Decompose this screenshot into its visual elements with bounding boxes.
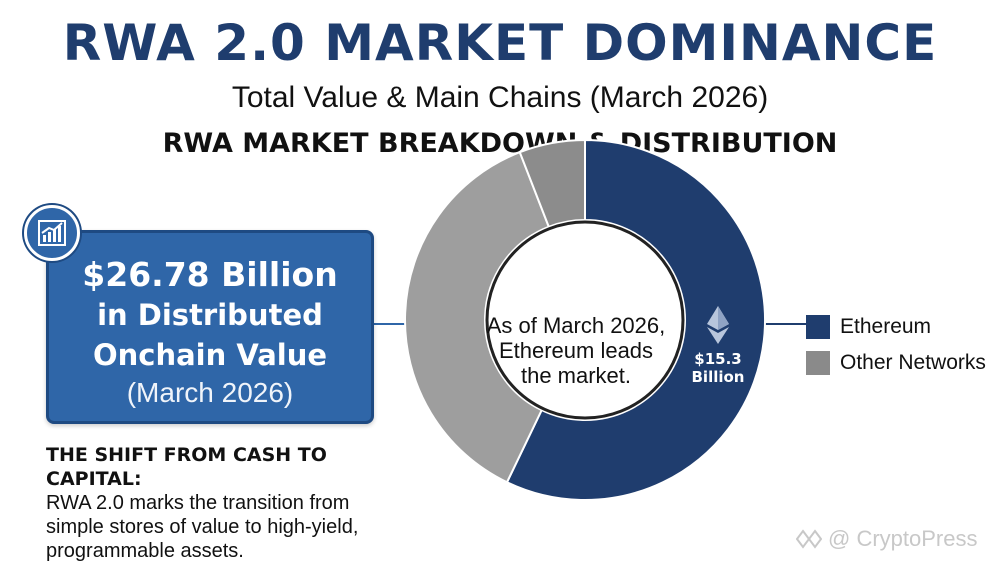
- donut-slice-other-networks-2: [518, 138, 586, 229]
- chart-legend: Ethereum Other Networks: [806, 309, 986, 381]
- note-body-line2: simple stores of value to high-yield,: [46, 516, 359, 538]
- total-value-box: $26.78 Billion in Distributed Onchain Va…: [46, 230, 374, 424]
- brand-diamond-icon: [796, 529, 822, 549]
- center-text-line1: As of March 2026,: [486, 313, 666, 338]
- donut-slice-ethereum: [505, 138, 766, 501]
- slice-label-value: $15.3: [694, 350, 742, 368]
- chart-growth-icon: [24, 205, 80, 261]
- donut-chart: [404, 138, 766, 501]
- legend-item-ethereum: Ethereum: [806, 309, 986, 345]
- center-text-line2: Ethereum leads: [498, 338, 654, 363]
- slice-label-unit: Billion: [691, 368, 745, 386]
- total-value: $26.78 Billion: [82, 255, 338, 294]
- note-body-line3: programmable assets.: [46, 540, 244, 562]
- donut-center-text: As of March 2026, Ethereum leads the mar…: [486, 313, 666, 388]
- legend-swatch-ethereum: [806, 315, 830, 339]
- center-text-line3: the market.: [520, 363, 632, 388]
- page-title: RWA 2.0 MARKET DOMINANCE: [62, 14, 938, 72]
- shift-note: THE SHIFT FROM CASH TO CAPITAL: RWA 2.0 …: [46, 443, 406, 563]
- page-subtitle: Total Value & Main Chains (March 2026): [231, 81, 769, 114]
- watermark-text: @ CryptoPress: [828, 526, 978, 551]
- legend-label-ethereum: Ethereum: [840, 315, 932, 338]
- ethereum-icon: [707, 306, 729, 344]
- legend-swatch-other-networks: [806, 351, 830, 375]
- total-value-label-1: in Distributed: [97, 298, 323, 332]
- legend-label-other-networks: Other Networks: [840, 351, 986, 374]
- legend-item-other-networks: Other Networks: [806, 345, 986, 381]
- note-body-line1: RWA 2.0 marks the transition from: [46, 492, 350, 514]
- total-value-label-2: Onchain Value: [92, 338, 328, 372]
- ethereum-slice-label: $15.3 Billion: [688, 350, 748, 386]
- section-title: RWA MARKET BREAKDOWN & DISTRIBUTION: [162, 128, 838, 159]
- total-value-date: (March 2026): [126, 377, 294, 408]
- note-heading: THE SHIFT FROM CASH TO CAPITAL:: [46, 444, 327, 490]
- watermark: @ CryptoPress: [796, 526, 977, 552]
- donut-slice-other-networks-1: [404, 150, 551, 484]
- donut-center: [485, 220, 685, 420]
